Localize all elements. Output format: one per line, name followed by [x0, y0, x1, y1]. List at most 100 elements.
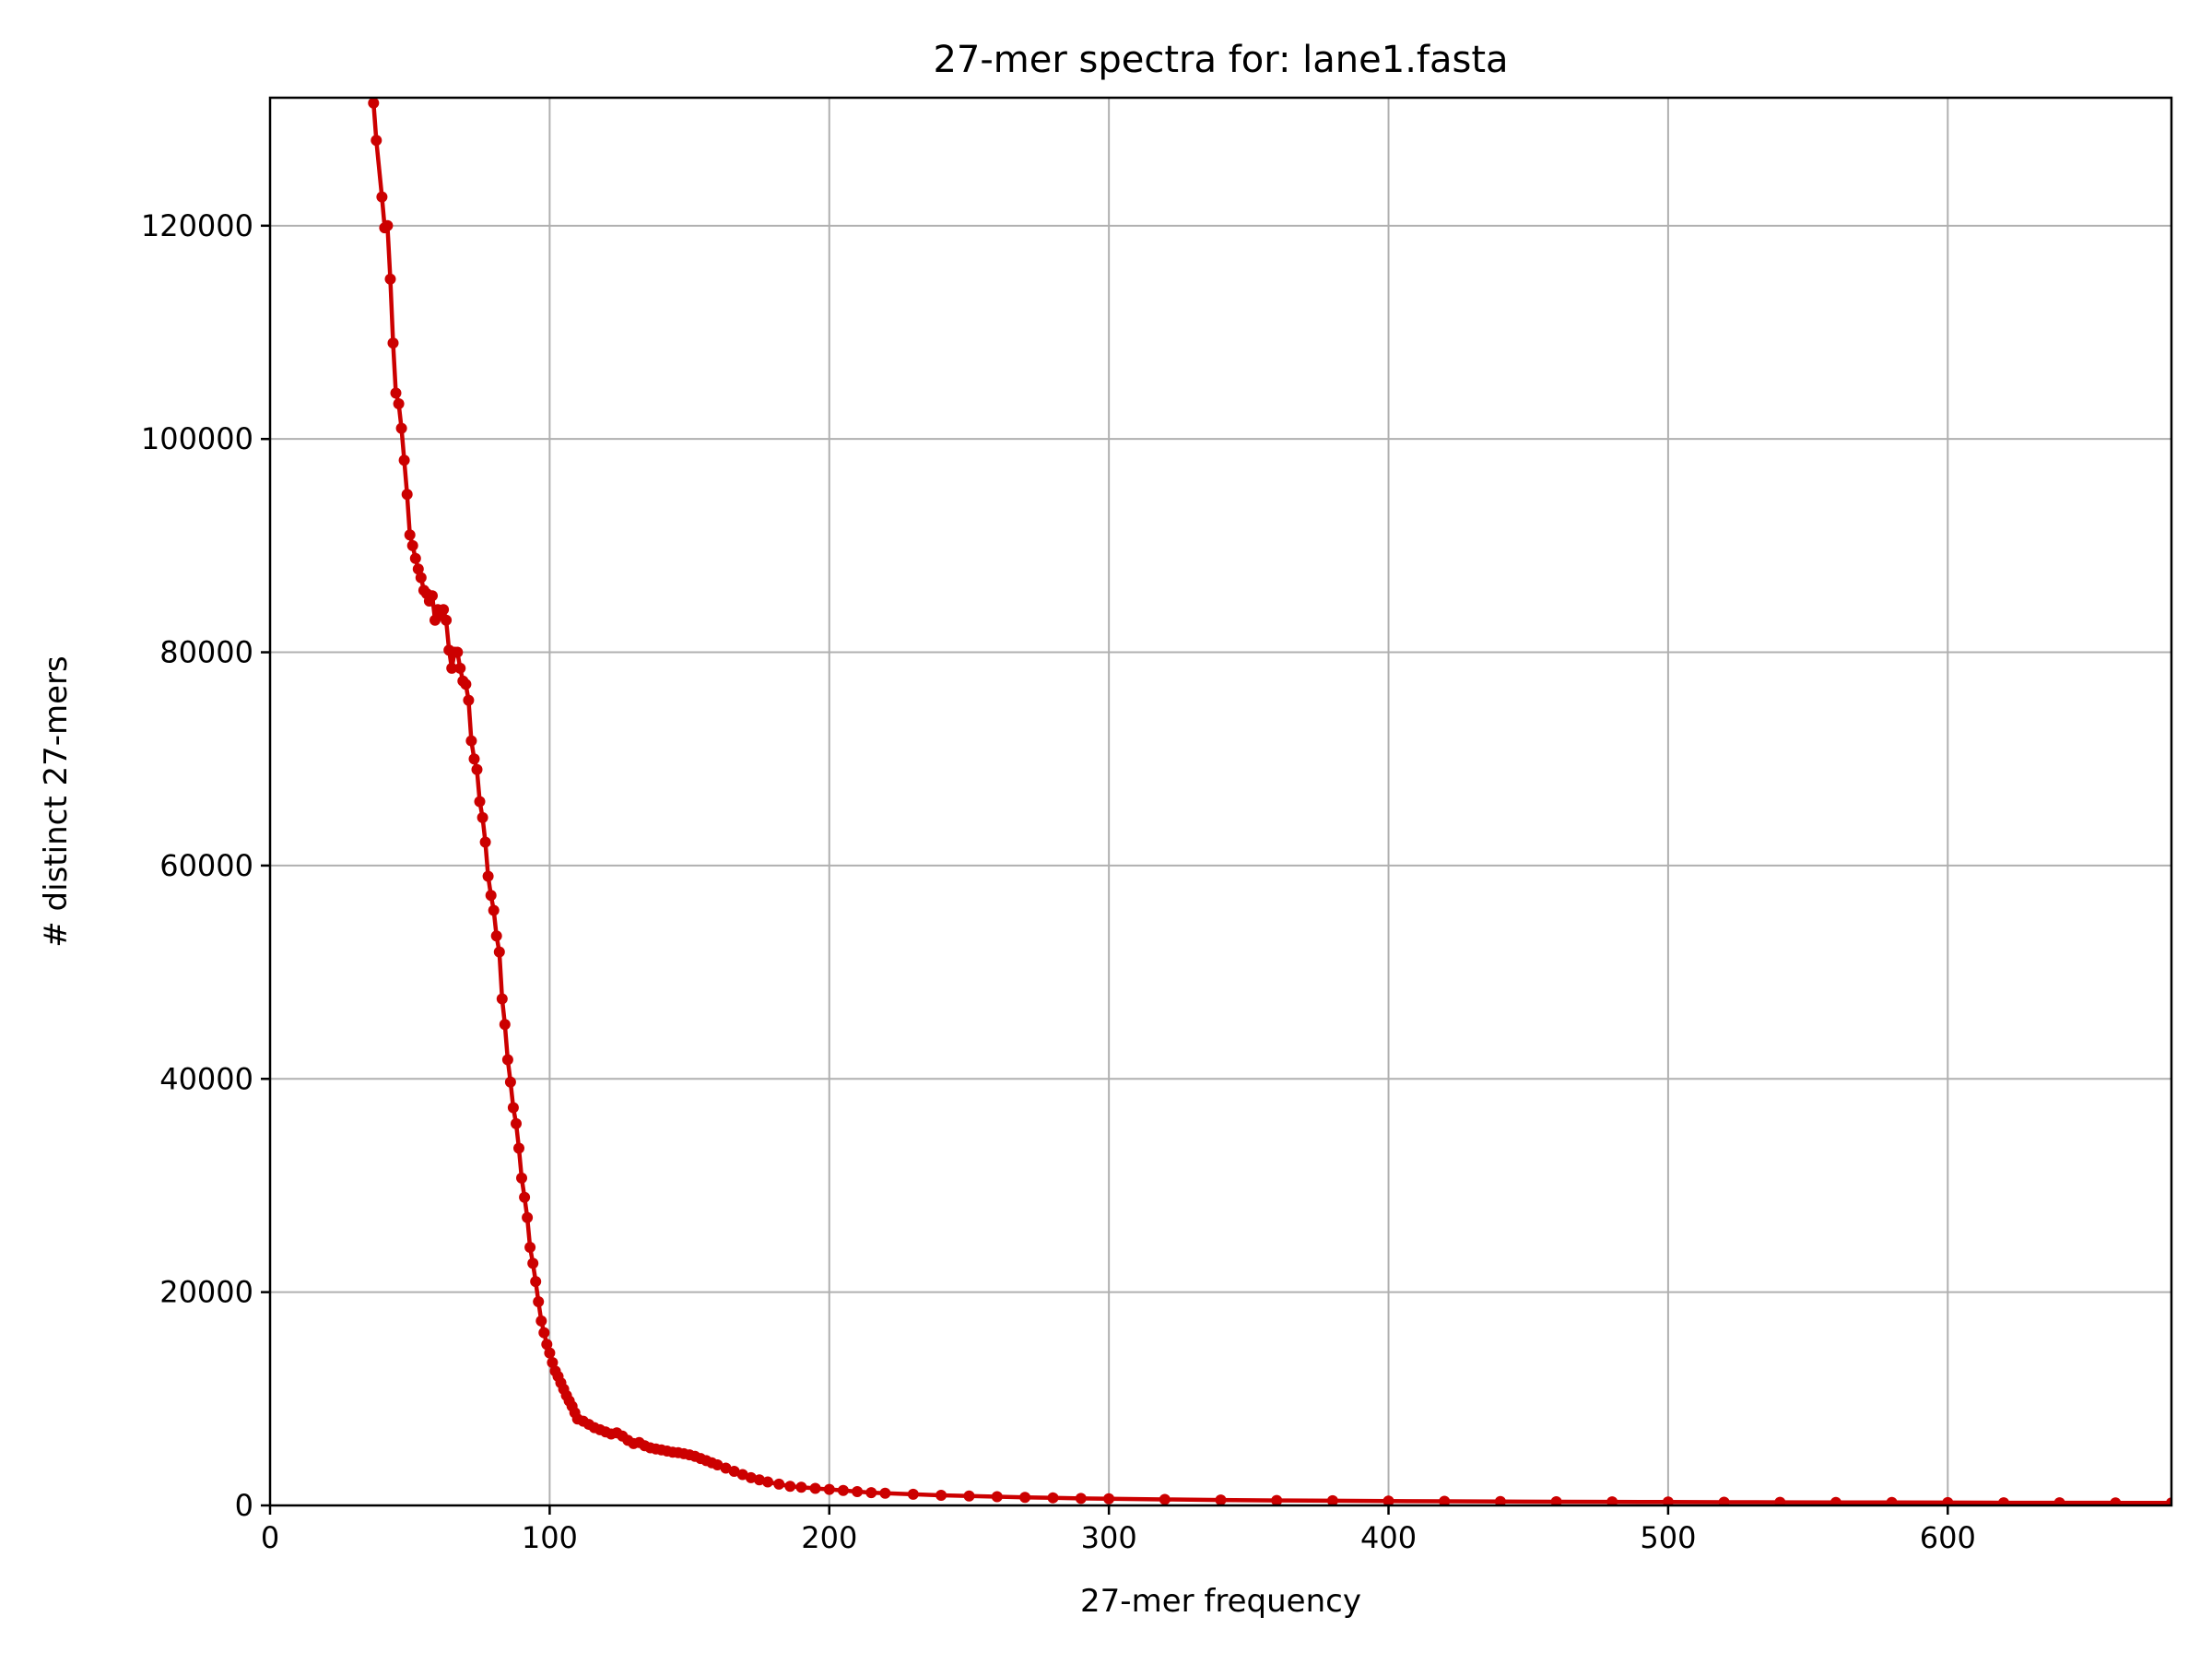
data-point — [823, 1483, 835, 1495]
data-point — [1942, 1496, 1954, 1505]
data-point — [477, 811, 488, 823]
data-point — [541, 1339, 553, 1351]
plot-frame — [268, 96, 2173, 1507]
y-tick-label: 60000 — [159, 848, 253, 883]
data-point — [390, 387, 402, 399]
data-point — [963, 1490, 975, 1502]
data-point — [809, 1482, 821, 1494]
data-point — [530, 1276, 542, 1288]
data-point — [736, 1469, 748, 1481]
data-point — [454, 662, 466, 674]
data-point — [446, 662, 458, 674]
data-point — [2166, 1497, 2171, 1505]
data-point — [409, 552, 421, 564]
data-point — [527, 1257, 539, 1269]
data-point — [837, 1484, 849, 1496]
data-point — [471, 763, 483, 775]
data-point — [504, 1076, 516, 1088]
y-tick-label: 20000 — [159, 1275, 253, 1310]
x-tick-label: 300 — [1081, 1520, 1137, 1555]
data-point — [438, 604, 450, 616]
data-point — [368, 98, 380, 109]
data-point — [474, 796, 486, 808]
data-point — [535, 1315, 547, 1327]
data-point — [1019, 1492, 1031, 1504]
data-point — [482, 870, 494, 882]
data-point — [384, 273, 396, 285]
data-point — [1662, 1496, 1674, 1505]
data-point — [406, 539, 418, 551]
y-tick-label: 40000 — [159, 1061, 253, 1096]
data-point — [387, 337, 399, 349]
data-point — [398, 454, 410, 466]
data-point — [907, 1488, 919, 1500]
y-axis-label: # distinct 27-mers — [38, 655, 75, 947]
data-point — [519, 1191, 531, 1203]
data-point — [1159, 1493, 1171, 1505]
data-point — [1439, 1495, 1451, 1505]
data-point — [1271, 1494, 1283, 1505]
data-point — [371, 135, 382, 147]
data-point — [460, 679, 472, 690]
data-point — [490, 930, 502, 942]
data-point — [493, 946, 505, 958]
x-tick-label: 0 — [261, 1520, 279, 1555]
data-point — [728, 1466, 740, 1477]
data-point — [401, 489, 413, 501]
data-point — [547, 1357, 559, 1368]
data-point — [496, 993, 508, 1005]
data-point — [415, 572, 427, 584]
data-point — [1103, 1493, 1115, 1505]
data-point — [1830, 1496, 1841, 1505]
data-point — [2053, 1497, 2065, 1505]
x-tick-label: 600 — [1920, 1520, 1976, 1555]
data-point — [463, 694, 475, 706]
data-point — [522, 1211, 534, 1223]
data-point — [395, 422, 407, 434]
x-tick-label: 200 — [801, 1520, 857, 1555]
data-point — [991, 1491, 1003, 1503]
data-point — [773, 1478, 785, 1490]
data-point — [382, 219, 394, 231]
data-point — [1075, 1493, 1087, 1505]
data-point — [1998, 1497, 2009, 1505]
x-tick-label: 100 — [522, 1520, 578, 1555]
data-point — [795, 1481, 807, 1493]
data-point — [544, 1347, 556, 1359]
y-tick-label: 120000 — [141, 208, 253, 243]
data-point — [712, 1459, 724, 1470]
data-point — [488, 904, 500, 916]
data-point — [479, 836, 491, 848]
data-point — [720, 1462, 732, 1474]
data-point — [485, 890, 497, 902]
data-point — [499, 1019, 511, 1031]
y-tick-label: 100000 — [141, 421, 253, 456]
data-point — [762, 1476, 773, 1488]
data-point — [468, 753, 480, 765]
series-0 — [368, 98, 2171, 1505]
data-point — [1718, 1496, 1730, 1505]
data-point — [404, 529, 416, 541]
data-point — [1774, 1496, 1786, 1505]
grid — [269, 98, 2171, 1506]
data-point — [465, 735, 477, 747]
data-point — [507, 1102, 519, 1114]
data-point — [745, 1471, 757, 1483]
data-point — [753, 1474, 765, 1486]
data-point — [427, 590, 438, 602]
y-tick-label: 0 — [235, 1488, 253, 1523]
data-point — [865, 1487, 877, 1499]
data-point — [533, 1296, 545, 1307]
data-point — [935, 1490, 947, 1501]
data-point — [852, 1486, 864, 1497]
data-point — [538, 1327, 550, 1339]
data-point — [1886, 1496, 1898, 1505]
data-point — [1382, 1495, 1394, 1505]
series-layer — [368, 98, 2171, 1505]
data-point — [1606, 1496, 1618, 1505]
data-point — [1047, 1492, 1059, 1504]
data-point — [412, 563, 424, 575]
data-point — [513, 1142, 524, 1154]
